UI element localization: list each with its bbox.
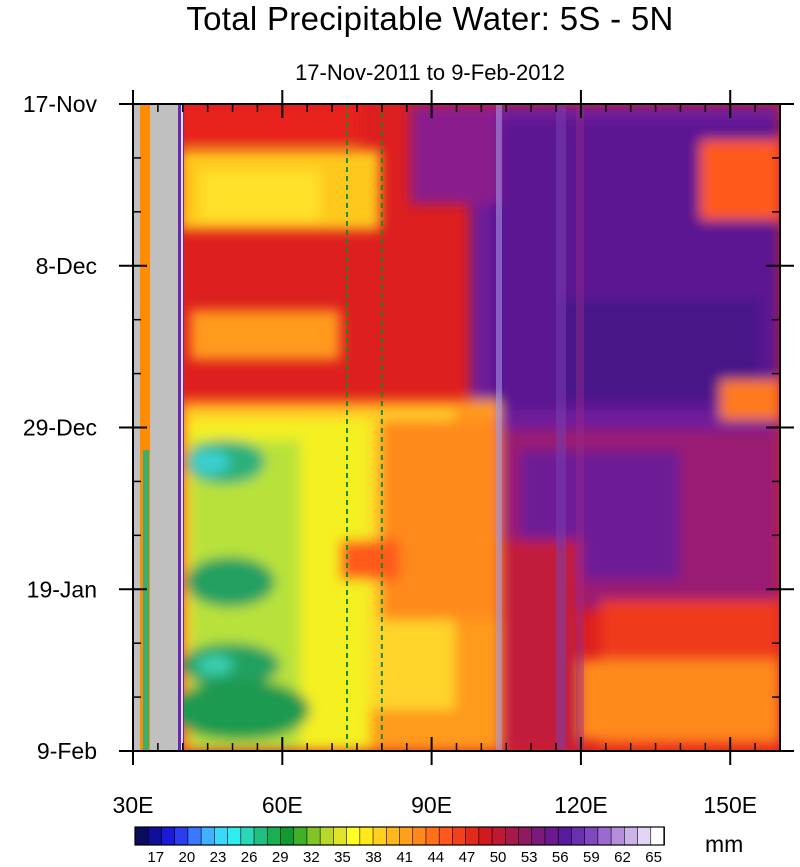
colorbar-swatch xyxy=(610,826,626,846)
colorbar-frame xyxy=(134,826,665,846)
colorbar-tick-label: 29 xyxy=(272,849,289,866)
y-tick-label: 8-Dec xyxy=(36,253,97,279)
colorbar-swatch xyxy=(161,826,176,846)
colorbar-tick-label: 23 xyxy=(210,849,227,866)
x-tick-label: 120E xyxy=(554,792,608,818)
colorbar-tick-label: 17 xyxy=(147,849,164,866)
colorbar-tick-label: 47 xyxy=(459,849,476,866)
x-tick-label: 90E xyxy=(411,792,452,818)
colorbar-swatch xyxy=(240,826,255,846)
colorbar-swatch xyxy=(134,826,150,846)
colorbar-swatch xyxy=(333,826,348,846)
colorbar-swatch xyxy=(293,826,308,846)
colorbar-swatch xyxy=(504,826,520,846)
colorbar-tick-label: 59 xyxy=(583,849,600,866)
colorbar-swatch xyxy=(491,826,507,846)
x-tick-label: 150E xyxy=(703,792,757,818)
colorbar-tick-label: 62 xyxy=(614,849,631,866)
colorbar-tick-label: 35 xyxy=(334,849,351,866)
chart-subtitle: 17-Nov-2011 to 9-Feb-2012 xyxy=(295,60,565,85)
x-tick-label: 60E xyxy=(262,792,303,818)
colorbar-swatch xyxy=(438,826,454,846)
y-tick-label: 19-Jan xyxy=(27,576,97,602)
colorbar-tick-label: 38 xyxy=(365,849,382,866)
colorbar-tick-label: 26 xyxy=(241,849,258,866)
colorbar-swatch xyxy=(557,826,573,846)
precipitable-water-field xyxy=(133,104,780,751)
colorbar-swatch xyxy=(359,826,374,846)
colorbar-swatch xyxy=(624,826,639,846)
colorbar-swatch xyxy=(584,826,599,846)
colorbar-swatch xyxy=(280,826,295,846)
y-tick-label: 17-Nov xyxy=(23,91,98,117)
colorbar-swatch xyxy=(412,826,427,846)
chart-title: Total Precipitable Water: 5S - 5N xyxy=(186,0,674,37)
colorbar-tick-label: 65 xyxy=(645,849,662,866)
colorbar-swatch xyxy=(425,826,441,846)
colorbar-swatch xyxy=(200,826,216,846)
colorbar-swatch xyxy=(478,826,493,846)
colorbar-tick-label: 44 xyxy=(427,849,444,866)
colorbar-tick-label: 50 xyxy=(490,849,507,866)
colorbar-swatch xyxy=(452,826,467,846)
colorbar-swatch xyxy=(372,826,388,846)
colorbar-swatch xyxy=(544,826,560,846)
colorbar-swatch xyxy=(346,826,361,846)
colorbar-swatch xyxy=(319,826,335,846)
colorbar-swatch xyxy=(306,826,322,846)
colorbar-tick-label: 20 xyxy=(179,849,196,866)
colorbar: 17 20 23 26 29 32 35 38 41 44 47 50 53 56 59 62 65 xyxy=(134,826,665,866)
y-axis: 17-Nov 8-Dec 29-Dec 19-Jan 9-Feb xyxy=(23,91,794,764)
y-tick-label: 9-Feb xyxy=(37,738,97,764)
colorbar-swatch xyxy=(174,826,189,846)
colorbar-swatch xyxy=(253,826,269,846)
colorbar-swatch xyxy=(531,826,546,846)
colorbar-tick-label: 53 xyxy=(521,849,538,866)
colorbar-swatch xyxy=(518,826,533,846)
colorbar-swatch xyxy=(385,826,401,846)
colorbar-swatch xyxy=(465,826,480,846)
colorbar-tick-label: 32 xyxy=(303,849,320,866)
colorbar-swatch xyxy=(187,826,203,846)
y-tick-label: 29-Dec xyxy=(23,415,97,441)
colorbar-swatch xyxy=(650,826,665,846)
colorbar-swatch xyxy=(214,826,229,846)
colorbar-swatch xyxy=(147,826,163,846)
x-tick-label: 30E xyxy=(113,792,154,818)
colorbar-unit-label: mm xyxy=(705,831,743,857)
colorbar-swatch xyxy=(597,826,612,846)
colorbar-swatch xyxy=(571,826,586,846)
colorbar-swatch xyxy=(637,826,652,846)
colorbar-tick-label: 41 xyxy=(396,849,413,866)
colorbar-swatch xyxy=(399,826,414,846)
colorbar-tick-label: 56 xyxy=(552,849,569,866)
colorbar-swatch xyxy=(266,826,282,846)
x-axis: 30E 60E 90E 120E 150E xyxy=(113,90,781,818)
colorbar-swatch xyxy=(227,826,242,846)
